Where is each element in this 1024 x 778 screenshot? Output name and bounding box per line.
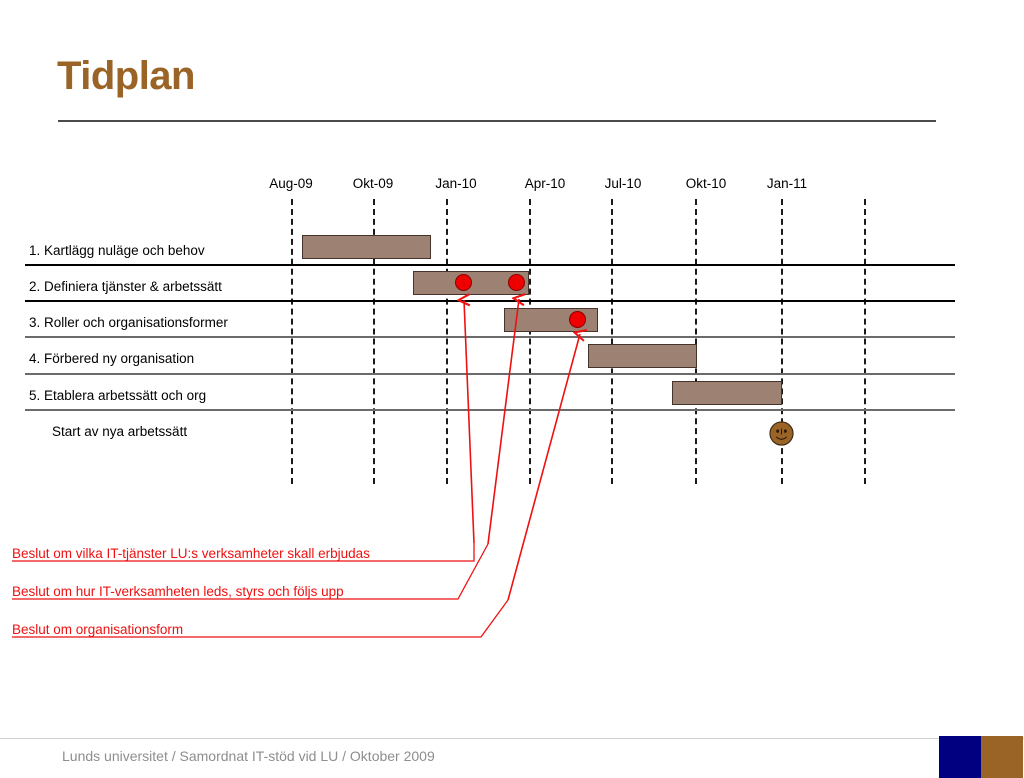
- axis-tick-label: Jan-10: [435, 176, 477, 191]
- axis-tick-label: Jan-11: [766, 176, 808, 191]
- axis-tick-label: Aug-09: [269, 176, 313, 191]
- smiley-face-icon: [769, 421, 794, 446]
- row-separator: [25, 264, 955, 266]
- page-title: Tidplan: [57, 54, 195, 98]
- gantt-bar-5: [672, 381, 782, 405]
- title-divider: [58, 120, 936, 122]
- task-label-1: 1. Kartlägg nuläge och behov: [29, 243, 205, 258]
- gantt-bar-4: [588, 344, 697, 368]
- row-separator: [25, 373, 955, 375]
- axis-tick-label: Jul-10: [604, 176, 642, 191]
- annotation-label-2: Beslut om hur IT-verksamheten leds, styr…: [12, 584, 344, 599]
- grid-line: [695, 199, 697, 484]
- grid-line: [529, 199, 531, 484]
- grid-line: [611, 199, 613, 484]
- grid-line: [291, 199, 293, 484]
- task-label-4: 4. Förbered ny organisation: [29, 351, 195, 366]
- footer-logo-block-bronze: [981, 736, 1023, 778]
- milestone-dot: [455, 274, 472, 291]
- grid-line: [446, 199, 448, 484]
- task-label-5: 5. Etablera arbetssätt och org: [29, 388, 207, 403]
- row-separator: [25, 336, 955, 338]
- annotation-label-3: Beslut om organisationsform: [12, 622, 184, 637]
- axis-tick-label: Apr-10: [524, 176, 566, 191]
- grid-line: [373, 199, 375, 484]
- footer-text: Lunds universitet / Samordnat IT-stöd vi…: [62, 748, 435, 764]
- annotation-label-1: Beslut om vilka IT-tjänster LU:s verksam…: [12, 546, 370, 561]
- grid-line: [864, 199, 866, 484]
- gantt-bar-1: [302, 235, 431, 259]
- milestone-dot: [508, 274, 525, 291]
- axis-tick-label: Okt-09: [352, 176, 394, 191]
- footer-divider: [0, 738, 1024, 739]
- row-separator: [25, 300, 955, 302]
- task-label-6: Start av nya arbetssätt: [52, 424, 188, 439]
- axis-tick-label: Okt-10: [685, 176, 727, 191]
- footer-logo-block-blue: [939, 736, 981, 778]
- grid-line: [781, 199, 783, 484]
- task-label-3: 3. Roller och organisationsformer: [29, 315, 228, 330]
- milestone-dot: [569, 311, 586, 328]
- row-separator: [25, 409, 955, 411]
- gantt-chart: Aug-09 Okt-09 Jan-10 Apr-10 Jul-10 Okt-1…: [25, 176, 955, 484]
- task-label-2: 2. Definiera tjänster & arbetssätt: [29, 279, 222, 294]
